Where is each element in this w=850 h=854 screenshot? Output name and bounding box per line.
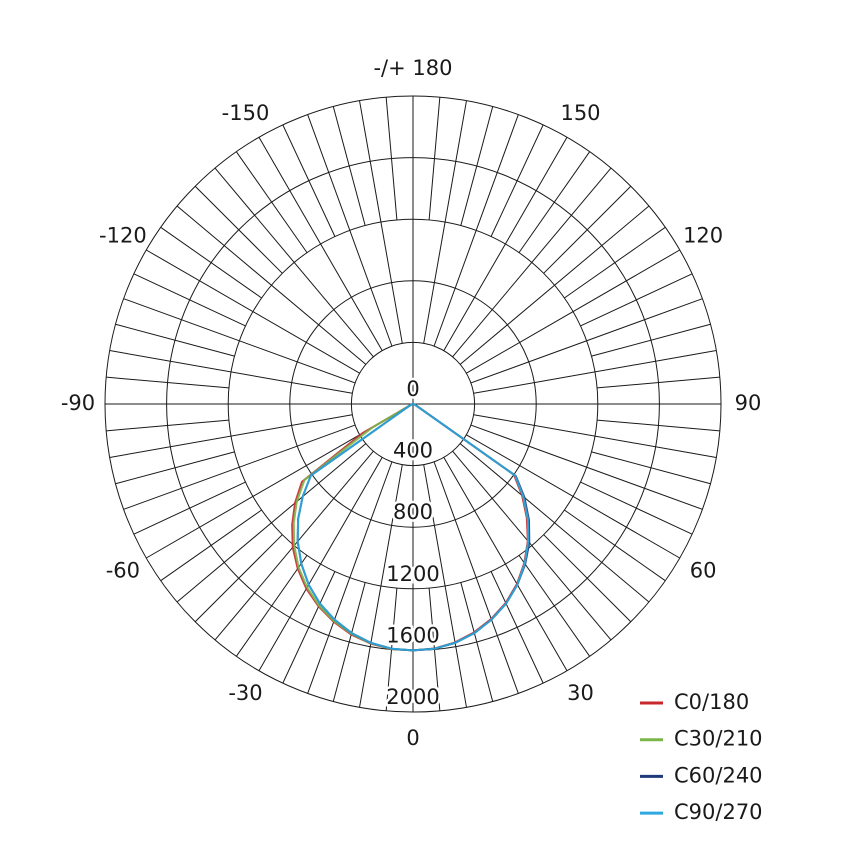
spoke <box>194 534 283 623</box>
spoke <box>176 205 367 365</box>
spoke <box>385 97 398 220</box>
r-tick-label: 0 <box>406 377 419 401</box>
theta-grid-line <box>258 457 383 671</box>
spoke <box>473 414 717 458</box>
spoke <box>597 419 720 432</box>
r-tick-label: 1200 <box>386 562 439 586</box>
spoke <box>214 167 374 358</box>
spoke <box>460 582 494 702</box>
spoke <box>490 571 544 684</box>
spoke <box>518 151 591 253</box>
spoke <box>433 114 519 347</box>
legend-label: C30/210 <box>674 727 763 751</box>
r-tick-label: 800 <box>393 500 433 524</box>
theta-grid-line <box>258 137 383 351</box>
theta-tick-label: -90 <box>61 391 95 415</box>
r-tick-label: 1600 <box>386 623 439 647</box>
spoke <box>580 481 693 535</box>
spoke <box>123 298 356 384</box>
spoke <box>235 151 308 253</box>
spoke <box>543 534 632 623</box>
spoke <box>359 100 403 344</box>
spoke <box>591 323 711 357</box>
spoke <box>470 424 703 510</box>
legend-label: C60/240 <box>674 763 763 787</box>
theta-grid-line <box>466 434 680 559</box>
spoke <box>115 323 235 357</box>
spoke <box>591 451 711 485</box>
theta-grid-line <box>146 434 360 559</box>
spoke <box>160 226 262 299</box>
spoke <box>176 443 367 603</box>
spoke <box>490 124 544 237</box>
spoke <box>133 481 246 535</box>
r-tick-label: 400 <box>393 439 433 463</box>
theta-tick-label: 30 <box>567 681 594 705</box>
legend: C0/180 C30/210 C60/240 C90/270 <box>640 690 763 824</box>
spoke <box>332 106 366 226</box>
spoke <box>460 106 494 226</box>
intensity-curve <box>296 403 530 652</box>
legend-label: C0/180 <box>674 690 749 714</box>
theta-tick-label: -60 <box>106 559 140 583</box>
theta-tick-label: -150 <box>222 101 270 125</box>
spoke <box>106 419 229 432</box>
theta-tick-label: 90 <box>735 391 762 415</box>
spoke <box>452 167 612 358</box>
theta-tick-label: 120 <box>683 224 723 248</box>
spoke <box>459 443 650 603</box>
spoke <box>518 555 591 657</box>
legend-label: C90/270 <box>674 800 763 824</box>
spoke <box>359 464 403 708</box>
r-tick-label: 2000 <box>386 685 439 709</box>
spoke <box>452 450 612 641</box>
spoke <box>235 555 308 657</box>
spoke <box>307 114 393 347</box>
spoke <box>133 273 246 327</box>
spoke <box>564 509 666 582</box>
theta-tick-label: -/+ 180 <box>373 56 452 80</box>
spoke <box>115 451 235 485</box>
theta-tick-label: 0 <box>406 726 419 750</box>
spoke <box>543 185 632 274</box>
labels: 0 30 60 90 120 150 -/+ 180 -150 -120 -90 -60 -30 0 40… <box>61 56 762 750</box>
curves <box>291 403 531 652</box>
spoke <box>282 571 336 684</box>
spoke <box>109 414 353 458</box>
theta-grid-line <box>146 249 360 374</box>
spoke <box>282 124 336 237</box>
spoke <box>470 298 703 384</box>
theta-grid-line <box>443 457 568 671</box>
spoke <box>473 350 717 394</box>
spoke <box>109 350 353 394</box>
spoke <box>564 226 666 299</box>
theta-tick-label: -120 <box>99 224 147 248</box>
spoke <box>580 273 693 327</box>
spoke <box>123 424 356 510</box>
spoke <box>433 461 519 694</box>
theta-grid-line <box>443 137 568 351</box>
spoke <box>332 582 366 702</box>
spoke <box>423 464 467 708</box>
theta-grid-line <box>466 249 680 374</box>
spoke <box>428 97 441 220</box>
spoke <box>194 185 283 274</box>
spoke <box>423 100 467 344</box>
spoke <box>160 509 262 582</box>
spoke <box>459 205 650 365</box>
spoke <box>307 461 393 694</box>
spoke <box>106 376 229 389</box>
theta-tick-label: 60 <box>690 559 717 583</box>
theta-tick-label: 150 <box>560 101 600 125</box>
spoke <box>597 376 720 389</box>
theta-tick-label: -30 <box>228 681 262 705</box>
